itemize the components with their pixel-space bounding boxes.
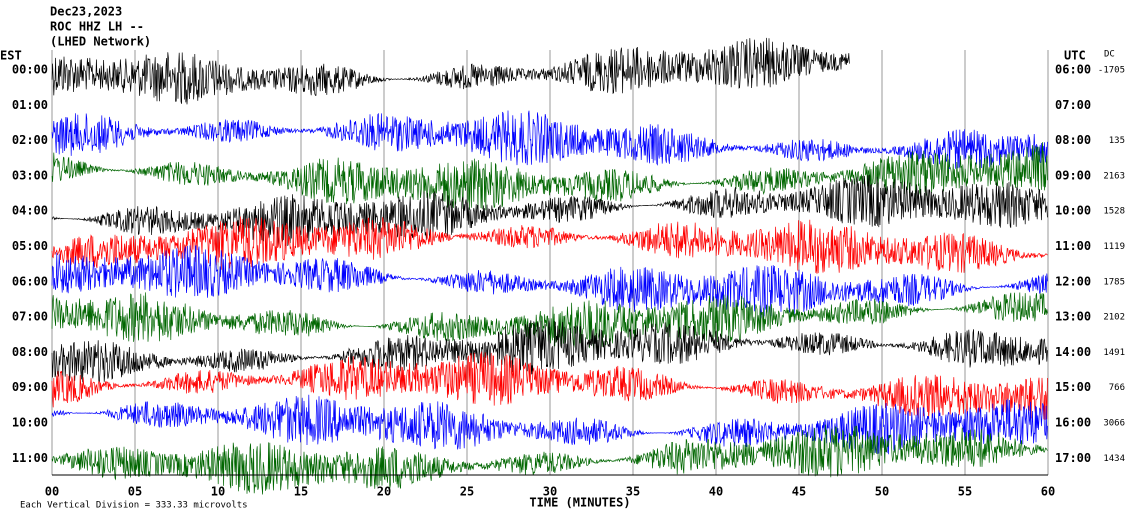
x-tick-label: 55	[958, 485, 972, 499]
trace	[51, 37, 850, 105]
utc-title: UTC	[1064, 49, 1086, 63]
x-tick-label: 30	[543, 485, 557, 499]
est-label: 03:00	[12, 168, 48, 182]
est-label: 10:00	[12, 416, 48, 430]
traces	[51, 37, 1048, 495]
network: (LHED Network)	[50, 35, 151, 49]
dc-label: 135	[1109, 136, 1125, 146]
est-label: 06:00	[12, 274, 48, 288]
grid	[51, 50, 1049, 475]
trace	[51, 394, 1048, 455]
dc-label: -1705	[1098, 66, 1125, 76]
est-label: 11:00	[12, 451, 48, 465]
utc-label: 16:00	[1055, 416, 1091, 430]
est-label: 05:00	[12, 239, 48, 253]
dc-label: 766	[1109, 383, 1125, 393]
dc-label: 1434	[1103, 454, 1125, 464]
utc-label: 14:00	[1055, 345, 1091, 359]
x-tick-label: 10	[211, 485, 225, 499]
utc-label: 08:00	[1055, 133, 1091, 147]
est-label: 04:00	[12, 204, 48, 218]
dc-label: 1785	[1103, 277, 1125, 287]
utc-label: 15:00	[1055, 380, 1091, 394]
est-label: 02:00	[12, 133, 48, 147]
est-title: EST	[0, 49, 22, 63]
utc-label: 17:00	[1055, 451, 1091, 465]
x-tick-label: 40	[709, 485, 723, 499]
trace	[51, 245, 1048, 319]
utc-label: 13:00	[1055, 310, 1091, 324]
dc-title: DC	[1104, 50, 1115, 60]
est-label: 07:00	[12, 310, 48, 324]
dc-label: 3066	[1103, 419, 1125, 429]
est-label: 00:00	[12, 63, 48, 77]
utc-label: 06:00	[1055, 63, 1091, 77]
est-label: 09:00	[12, 380, 48, 394]
trace	[51, 216, 1048, 274]
trace	[51, 351, 1048, 420]
x-tick-label: 00	[45, 485, 59, 499]
footer: Each Vertical Division = 333.33 microvol…	[20, 501, 248, 511]
dc-label: 2163	[1103, 171, 1125, 181]
dc-label: 1119	[1103, 242, 1125, 252]
trace	[51, 110, 1048, 170]
dc-label: 2102	[1103, 313, 1125, 323]
trace	[51, 424, 1048, 495]
x-tick-label: 25	[460, 485, 474, 499]
trace	[51, 320, 1048, 383]
x-tick-label: 20	[377, 485, 391, 499]
date: Dec23,2023	[50, 5, 122, 19]
trace	[51, 142, 1048, 211]
utc-label: 10:00	[1055, 204, 1091, 218]
x-tick-label: 05	[128, 485, 142, 499]
utc-label: 11:00	[1055, 239, 1091, 253]
x-tick-label: 60	[1041, 485, 1055, 499]
utc-label: 07:00	[1055, 98, 1091, 112]
dc-label: 1528	[1103, 207, 1125, 217]
trace	[51, 174, 1048, 247]
x-tick-label: 35	[626, 485, 640, 499]
x-tick-label: 45	[792, 485, 806, 499]
dc-label: 1491	[1103, 348, 1125, 358]
station: ROC HHZ LH --	[50, 20, 144, 34]
x-tick-label: 15	[294, 485, 308, 499]
x-tick-label: 50	[875, 485, 889, 499]
est-label: 01:00	[12, 98, 48, 112]
utc-label: 09:00	[1055, 168, 1091, 182]
est-label: 08:00	[12, 345, 48, 359]
utc-label: 12:00	[1055, 274, 1091, 288]
x-axis-title: TIME (MINUTES)	[529, 496, 630, 510]
